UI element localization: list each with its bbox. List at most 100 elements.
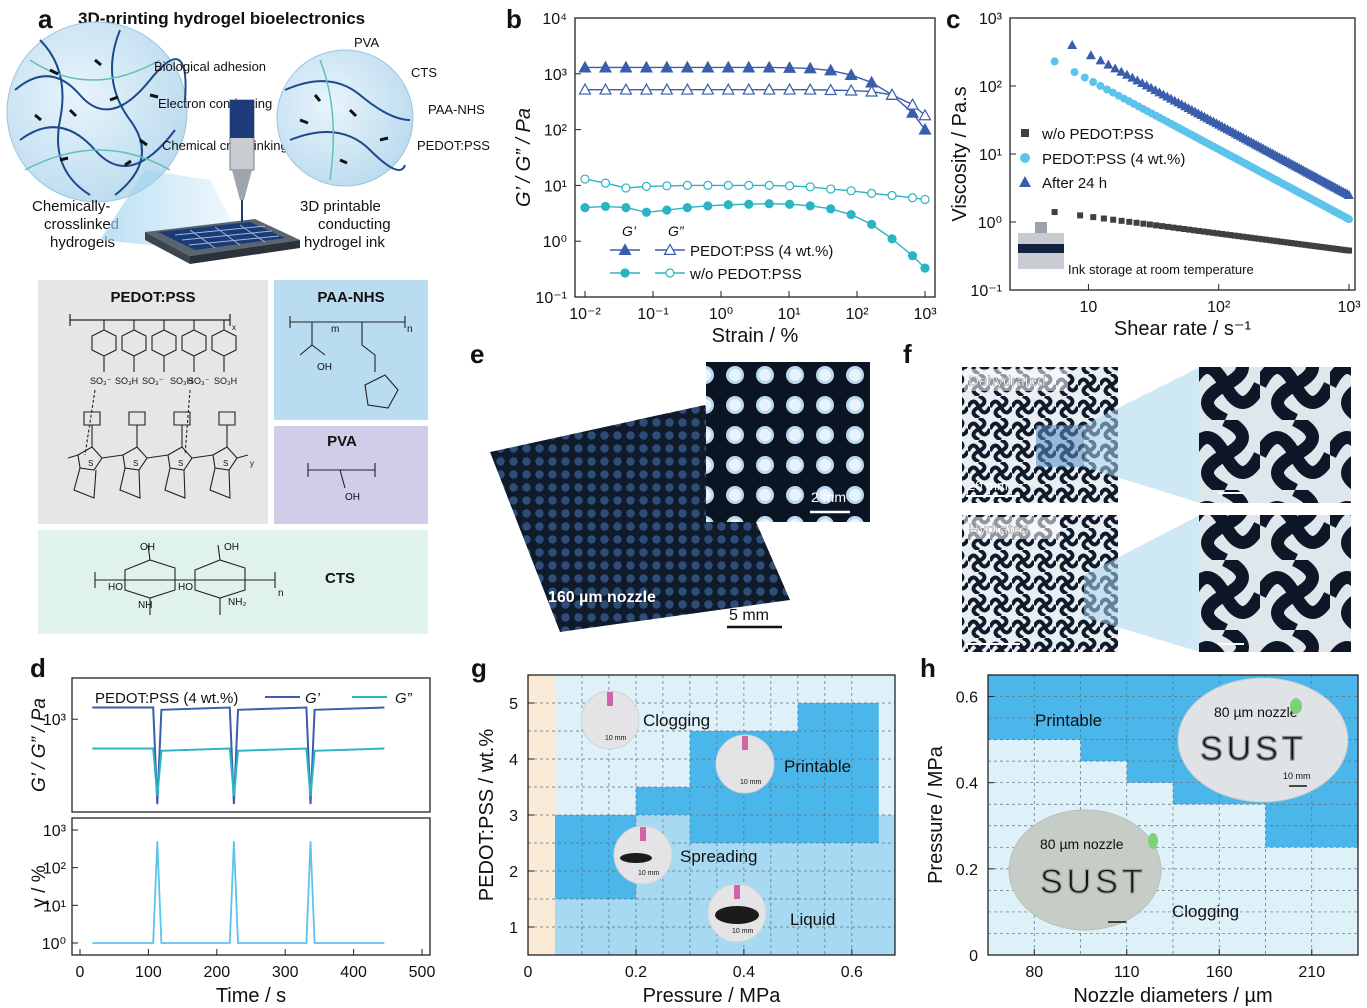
label-paa-nhs: PAA-NHS xyxy=(428,102,485,117)
data-point xyxy=(701,82,715,95)
data-point xyxy=(1100,215,1107,222)
data-point xyxy=(1118,217,1125,224)
x-tick-label: 10⁰ xyxy=(709,306,733,323)
legend-header-g1: G’ xyxy=(622,223,637,239)
panel-label-b: b xyxy=(506,4,522,34)
atom-nh-cts: NH xyxy=(138,600,152,611)
region-label: Printable xyxy=(784,757,851,776)
data-point xyxy=(1321,244,1328,251)
data-point xyxy=(660,60,674,73)
data-point xyxy=(1298,241,1305,248)
chart-d-top-frame xyxy=(71,677,431,813)
y-tick-label: 4 xyxy=(509,752,518,769)
data-point xyxy=(721,60,735,73)
y-tick-label: 10² xyxy=(544,123,568,140)
atom-oh-cts-2: OH xyxy=(224,542,239,553)
nozzle-tip-icon xyxy=(1290,698,1302,714)
data-point xyxy=(1126,218,1133,225)
series-line-1 xyxy=(92,747,385,797)
y-tick-label: 2 xyxy=(509,864,518,881)
data-point xyxy=(621,203,631,213)
data-point xyxy=(826,204,836,214)
data-point xyxy=(920,194,930,205)
data-point xyxy=(1342,247,1349,254)
data-point xyxy=(867,188,877,198)
data-point xyxy=(1308,242,1315,249)
data-point xyxy=(905,106,920,118)
y-tick-label: 10⁰ xyxy=(543,234,567,251)
subscript-x: x xyxy=(232,323,236,332)
x-tick-label: 10² xyxy=(1207,299,1231,316)
data-point xyxy=(578,60,592,73)
label-electron-conducting: Electron conducting xyxy=(158,96,272,111)
ink-caption-2: conducting xyxy=(318,216,391,233)
data-point xyxy=(744,199,754,209)
paa-nhs-box xyxy=(274,280,428,420)
y-axis-label: PEDOT:PSS / wt.% xyxy=(476,729,498,901)
data-point xyxy=(1090,214,1097,221)
inset-scale-label: 10 mm xyxy=(740,779,762,786)
data-point xyxy=(905,97,920,110)
y-tick-label: 10³ xyxy=(43,712,67,729)
printable-cell xyxy=(1034,675,1081,740)
x-tick-label: 200 xyxy=(203,964,230,981)
inset-photo xyxy=(715,734,775,794)
ink-caption-3: hydrogel ink xyxy=(304,234,385,251)
x-tick-label: 0.2 xyxy=(625,964,647,981)
y-tick-label: 0.2 xyxy=(956,862,978,879)
legend-label: PEDOT:PSS (4 wt.%) xyxy=(1042,151,1185,168)
data-point xyxy=(742,60,756,73)
atom-ho-cts-1: HO xyxy=(108,582,123,593)
data-point xyxy=(1345,215,1353,224)
data-point xyxy=(764,199,774,209)
data-point xyxy=(1077,212,1084,219)
x-tick-label: 10¹ xyxy=(777,306,800,323)
hydrated-zoom-photo xyxy=(1199,515,1351,652)
data-point xyxy=(918,122,932,135)
subscript-m: m xyxy=(331,324,339,335)
y-tick-label: 0.4 xyxy=(956,776,978,793)
serpentine-photos: Dehydrated 20 mm Hydrated xyxy=(962,367,1351,652)
region-label: Liquid xyxy=(790,910,835,929)
data-point xyxy=(619,82,633,95)
data-point xyxy=(1305,242,1312,249)
data-point xyxy=(867,219,877,230)
y-tick-label: 10⁰ xyxy=(42,936,66,953)
data-point xyxy=(803,61,817,74)
nozzle-icon xyxy=(607,692,613,706)
data-point xyxy=(701,60,715,73)
x-tick-label: 0 xyxy=(524,964,533,981)
data-point xyxy=(1186,226,1193,233)
data-point xyxy=(1096,81,1105,90)
y-tick-label: 10² xyxy=(43,861,67,878)
data-point xyxy=(784,199,795,209)
data-point xyxy=(1344,189,1354,199)
so3-label-6: SO₃H xyxy=(214,376,237,386)
data-point xyxy=(1339,246,1346,253)
inset-scale-label: 10 mm xyxy=(605,735,627,742)
data-point xyxy=(662,181,672,191)
data-point xyxy=(1102,85,1111,94)
data-point xyxy=(764,180,774,190)
data-point xyxy=(1110,216,1117,223)
y-tick-label: 10² xyxy=(979,79,1003,96)
x-axis-label: Nozzle diameters / µm xyxy=(1073,985,1272,1007)
data-point xyxy=(1110,63,1121,73)
cts-box xyxy=(38,530,428,634)
subscript-n-cts: n xyxy=(278,588,284,599)
scale-bar-20mm: 20 mm xyxy=(968,478,1008,493)
label-pva: PVA xyxy=(354,35,379,50)
printer-nozzle-illustration xyxy=(100,99,300,264)
inset-photo-top xyxy=(1177,677,1349,803)
nozzle-icon xyxy=(640,827,646,841)
data-point xyxy=(920,263,930,273)
data-point xyxy=(639,82,653,95)
data-point xyxy=(680,60,694,73)
data-point xyxy=(887,234,897,244)
atom-nh2-cts: NH₂ xyxy=(228,597,246,608)
data-point xyxy=(621,183,631,193)
subscript-y: y xyxy=(250,459,254,468)
sust-pattern-bottom: SUST xyxy=(1040,863,1147,901)
liquid-blob xyxy=(715,906,759,924)
